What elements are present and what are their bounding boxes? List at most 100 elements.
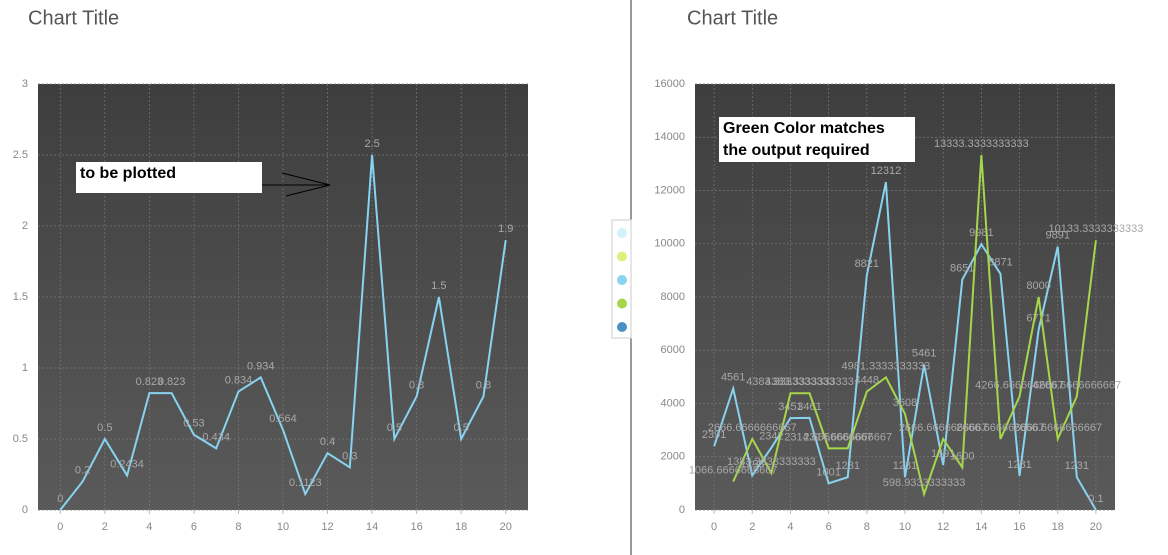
chart-title: Chart Title — [28, 7, 119, 29]
data-label: 9981 — [969, 227, 993, 239]
data-label: 0.53 — [183, 418, 204, 430]
annotation-box — [719, 117, 915, 162]
data-label: 2391 — [702, 429, 726, 441]
data-label: 0.934 — [247, 360, 275, 372]
annotation-box — [76, 162, 262, 193]
annotation-text: Green Color matches — [723, 120, 885, 137]
data-label: 1.9 — [498, 223, 513, 235]
data-label: 0.8 — [476, 379, 491, 391]
data-label: 0.1123 — [289, 477, 322, 489]
data-label: 4266.6666666667 — [1032, 379, 1121, 391]
y-tick-label: 2000 — [661, 451, 685, 463]
data-label: 1001 — [816, 466, 840, 478]
x-tick-label: 0 — [57, 521, 63, 533]
data-label: 2666.6666666667 — [708, 422, 797, 434]
y-tick-label: 2 — [22, 220, 28, 232]
y-tick-label: 4000 — [661, 397, 685, 409]
data-label: 0.3 — [342, 450, 357, 462]
data-label: 0.8 — [409, 379, 424, 391]
x-tick-label: 20 — [500, 521, 512, 533]
x-tick-label: 4 — [146, 521, 152, 533]
legend-swatch — [617, 322, 627, 332]
data-label: 4561 — [721, 371, 745, 383]
data-label: 1600 — [950, 450, 974, 462]
y-tick-label: 6000 — [661, 344, 685, 356]
x-tick-label: 16 — [411, 521, 423, 533]
legend-swatch — [617, 228, 627, 238]
data-label: 2342 — [759, 431, 783, 443]
y-tick-label: 0 — [679, 504, 685, 516]
data-label: 2.5 — [364, 138, 379, 150]
x-tick-label: 14 — [975, 521, 987, 533]
data-label: 0.834 — [225, 374, 253, 386]
data-label: 4266.6666666667 — [975, 379, 1064, 391]
x-tick-label: 12 — [937, 521, 949, 533]
y-tick-label: 8000 — [661, 291, 685, 303]
data-label: 2666.6666666667 — [956, 422, 1045, 434]
data-label: 0.823 — [136, 376, 164, 388]
data-label: 2666.6666666667 — [899, 422, 988, 434]
series-line — [713, 181, 1097, 511]
data-label: 1281 — [1007, 459, 1031, 471]
data-label: 0.2 — [75, 465, 90, 477]
x-tick-label: 6 — [191, 521, 197, 533]
x-tick-label: 18 — [1052, 521, 1064, 533]
x-tick-label: 16 — [1013, 521, 1025, 533]
data-label: 4383.3333333333 — [765, 376, 854, 388]
data-label: 0.5 — [97, 422, 112, 434]
data-label: 0.434 — [202, 431, 230, 443]
y-tick-label: 10000 — [654, 238, 685, 250]
data-label: 4383.3333333333 — [746, 376, 835, 388]
data-label: 5461 — [912, 348, 936, 360]
data-label: 8871 — [988, 257, 1012, 269]
legend-swatch — [617, 298, 627, 309]
data-label: 8651 — [950, 263, 974, 275]
data-label: 0.5 — [454, 422, 469, 434]
data-label: 0.4 — [320, 436, 335, 448]
x-tick-label: 10 — [899, 521, 911, 533]
legend-swatch — [617, 251, 627, 262]
data-label: 4981.3333333333 — [842, 360, 931, 372]
data-label: 10133.3333333333 — [1048, 223, 1143, 235]
data-label: 1231 — [1065, 460, 1089, 472]
data-label: 4448 — [855, 374, 879, 386]
series-line — [732, 154, 1097, 498]
y-tick-label: 14000 — [654, 131, 685, 143]
data-label: 0.823 — [158, 376, 186, 388]
data-label: 9891 — [1045, 230, 1069, 242]
y-tick-label: 1.5 — [13, 291, 28, 303]
x-tick-label: 8 — [864, 521, 870, 533]
x-tick-label: 18 — [455, 521, 467, 533]
data-label: 6771 — [1026, 313, 1050, 325]
y-tick-label: 3 — [22, 78, 28, 90]
data-label: 2314.6666666667 — [784, 431, 873, 443]
data-label: 3461 — [797, 401, 821, 413]
x-tick-label: 12 — [321, 521, 333, 533]
data-label: 0.2434 — [110, 458, 144, 470]
data-label: 13333.3333333333 — [934, 138, 1029, 150]
data-label: 3451 — [778, 401, 802, 413]
legend-swatch — [617, 275, 627, 285]
annotation-arrow — [262, 172, 331, 197]
y-tick-label: 0 — [22, 504, 28, 516]
data-label: 1383.3333333333 — [727, 456, 816, 468]
data-label: 8000 — [1026, 280, 1050, 292]
data-label: 1231 — [893, 460, 917, 472]
y-tick-label: 2.5 — [13, 149, 28, 161]
x-tick-label: 0 — [711, 521, 717, 533]
x-tick-label: 8 — [235, 521, 241, 533]
annotation-text: the output required — [723, 142, 870, 159]
data-label: 1.5 — [431, 280, 446, 292]
data-label: 2314.6666666667 — [803, 431, 892, 443]
x-tick-label: 14 — [366, 521, 378, 533]
annotation-text: to be plotted — [80, 165, 176, 182]
y-tick-label: 0.5 — [13, 433, 28, 445]
x-tick-label: 6 — [826, 521, 832, 533]
data-label: 0.1 — [1088, 493, 1103, 505]
data-label: 2666.6666666667 — [1013, 422, 1102, 434]
y-tick-label: 16000 — [654, 78, 685, 90]
data-label: 0.5 — [387, 422, 402, 434]
y-tick-label: 1 — [22, 362, 28, 374]
x-tick-label: 2 — [102, 521, 108, 533]
